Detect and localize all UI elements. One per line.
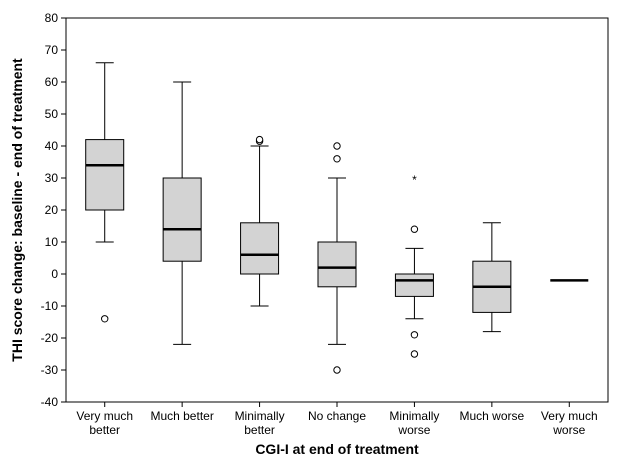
x-tick-label: Minimally worse [389,409,439,437]
y-tick-label: 70 [45,43,59,57]
y-tick-label: 40 [45,139,59,153]
outlier-point [410,350,419,358]
x-axis-title: CGI-I at end of treatment [255,441,419,457]
x-tick-label: Minimally better [235,409,285,437]
y-tick-label: 20 [45,203,59,217]
extreme-point: * [412,173,417,187]
outlier-point [333,155,341,163]
y-tick-label: -20 [41,331,59,345]
x-tick-label: Much better [150,409,213,423]
y-tick-label: 60 [45,75,59,89]
iqr-box [240,222,280,275]
iqr-box [85,139,125,211]
outlier-point [333,142,341,150]
x-tick-label: No change [308,409,366,423]
outlier-point [255,135,264,144]
y-tick-label: 30 [45,171,59,185]
y-axis-title: THI score change: baseline - end of trea… [9,58,25,362]
y-tick-label: 10 [45,235,59,249]
y-tick-label: -40 [41,395,59,409]
outlier-point [410,331,419,339]
outlier-point [333,366,341,374]
iqr-box [162,177,202,262]
x-tick-label: Very much worse [541,409,598,437]
y-tick-label: -30 [41,363,59,377]
y-tick-label: 80 [45,11,59,25]
outlier-point [101,315,109,323]
iqr-box [394,273,434,297]
y-tick-label: 0 [51,267,58,281]
y-tick-label: -10 [41,299,59,313]
x-tick-label: Much worse [460,409,525,423]
iqr-box [317,241,357,288]
outlier-point [410,225,419,233]
y-tick-label: 50 [45,107,59,121]
x-tick-label: Very much better [76,409,133,437]
